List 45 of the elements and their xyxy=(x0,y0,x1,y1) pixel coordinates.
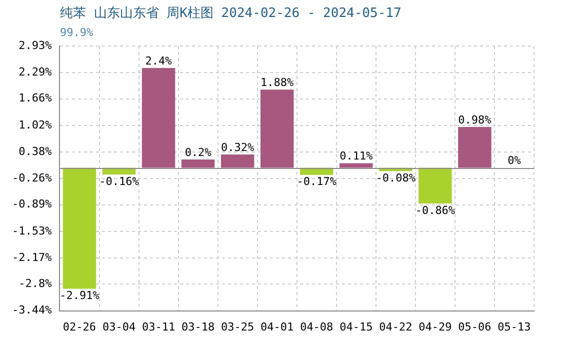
y-tick-label: 2.29% xyxy=(18,65,52,78)
y-tick-label: 0.38% xyxy=(18,144,52,158)
chart-title: 纯苯 山东山东省 周K柱图 2024-02-26 - 2024-05-17 xyxy=(60,5,402,22)
x-tick-label: 03-11 xyxy=(142,320,176,334)
data-label: 0.32% xyxy=(221,140,255,154)
data-label: -2.91% xyxy=(60,289,100,302)
bar xyxy=(260,90,294,168)
x-tick-label: 02-26 xyxy=(62,320,96,334)
data-label: 2.4% xyxy=(145,54,172,68)
data-label: -0.17% xyxy=(296,175,337,188)
data-label: 0.11% xyxy=(340,150,374,163)
bar xyxy=(220,154,254,168)
data-label: -0.16% xyxy=(99,174,140,188)
x-tick-label: 05-06 xyxy=(458,320,492,334)
x-tick-label: 05-13 xyxy=(498,320,531,334)
x-tick-label: 04-08 xyxy=(300,320,334,334)
y-tick-label: -1.53% xyxy=(12,224,52,238)
bar xyxy=(142,68,176,168)
bar xyxy=(458,127,492,168)
bar xyxy=(62,168,96,289)
y-tick-label: -0.26% xyxy=(12,171,52,184)
y-tick-label: -0.89% xyxy=(12,198,52,211)
x-tick-label: 04-22 xyxy=(379,320,412,334)
x-tick-label: 04-29 xyxy=(418,320,452,334)
y-tick-label: 1.66% xyxy=(18,92,52,105)
y-tick-label: -2.8% xyxy=(18,277,52,290)
bar xyxy=(340,163,373,168)
data-label: -0.86% xyxy=(415,204,456,217)
data-label: 0.2% xyxy=(184,146,212,159)
bar xyxy=(418,168,452,204)
y-tick-label: -3.44% xyxy=(12,304,52,317)
x-tick-label: 03-25 xyxy=(221,320,254,334)
y-tick-label: 2.93% xyxy=(18,38,52,52)
x-tick-label: 04-15 xyxy=(340,320,373,334)
x-tick-label: 03-04 xyxy=(102,320,136,334)
data-label: 1.88% xyxy=(260,76,294,90)
x-tick-label: 03-18 xyxy=(182,320,215,334)
x-tick-label: 04-01 xyxy=(260,320,294,334)
y-tick-label: 1.02% xyxy=(18,118,52,132)
data-label: 0% xyxy=(508,154,522,168)
y-tick-label: -2.17% xyxy=(12,250,52,264)
bar xyxy=(181,159,215,168)
chart-subtitle: 99.9% xyxy=(60,26,94,39)
data-label: 0.98% xyxy=(458,113,492,126)
data-label: -0.08% xyxy=(376,171,416,184)
